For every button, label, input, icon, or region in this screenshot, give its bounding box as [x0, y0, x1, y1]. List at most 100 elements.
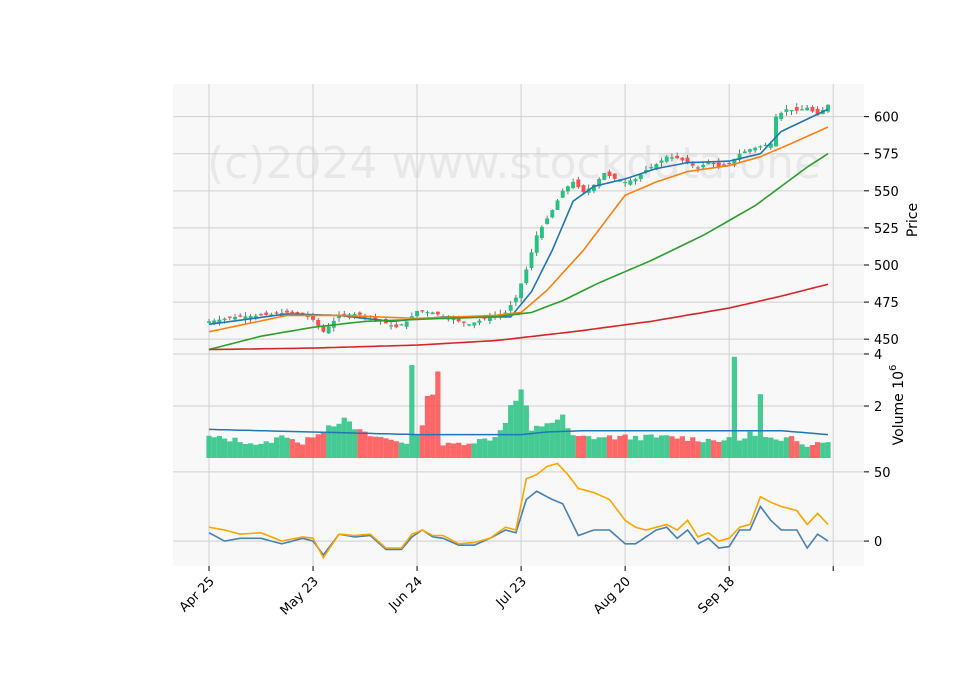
- volume-bar-63: [534, 425, 540, 458]
- candle-body-92: [685, 157, 690, 163]
- volume-bar-9: [253, 444, 259, 458]
- x-tick-label-1: May 23: [278, 574, 322, 618]
- price-tick-label-550: 550: [874, 185, 899, 200]
- candle-body-3: [222, 318, 227, 321]
- candle-body-16: [290, 311, 295, 313]
- volume-bar-71: [575, 436, 581, 458]
- candle-body-81: [628, 180, 633, 185]
- candle-body-53: [482, 317, 487, 319]
- candle-body-13: [274, 312, 279, 314]
- volume-bar-16: [289, 439, 295, 458]
- candle-body-52: [477, 320, 482, 323]
- volume-bar-76: [601, 437, 607, 458]
- candle-body-86: [654, 164, 659, 170]
- volume-bar-85: [648, 434, 654, 458]
- candle-body-98: [716, 162, 721, 168]
- candle-body-9: [253, 315, 258, 318]
- candle-body-97: [711, 162, 716, 165]
- volume-bar-87: [658, 435, 665, 458]
- volume-bar-68: [560, 414, 566, 458]
- candle-body-12: [269, 314, 274, 316]
- volume-bar-40: [414, 434, 420, 458]
- price-panel-marks: [207, 103, 830, 351]
- volume-bar-49: [461, 445, 467, 458]
- volume-bar-36: [393, 441, 399, 458]
- candle-body-18: [300, 312, 305, 314]
- volume-bar-74: [591, 439, 597, 458]
- candle-body-29: [357, 312, 362, 315]
- volume-bar-119: [825, 442, 831, 458]
- volume-bar-60: [518, 389, 524, 458]
- candle-body-99: [722, 164, 726, 166]
- volume-bar-92: [684, 440, 691, 458]
- volume-bar-50: [466, 443, 472, 458]
- volume-bar-81: [627, 439, 633, 458]
- volume-bar-56: [497, 430, 503, 458]
- candle-body-21: [316, 319, 321, 326]
- candle-body-101: [732, 158, 737, 166]
- volume-bar-29: [357, 429, 363, 458]
- volume-bar-67: [554, 419, 561, 458]
- price-axis-label: Price: [905, 203, 921, 237]
- volume-bar-101: [731, 356, 737, 458]
- volume-bar-65: [544, 423, 550, 458]
- volume-bar-8: [248, 443, 254, 458]
- candle-body-79: [617, 180, 622, 182]
- candle-body-89: [669, 157, 674, 159]
- volume-bar-26: [341, 417, 347, 458]
- volume-axis-label-exponent: 6: [888, 365, 899, 371]
- volume-bar-112: [788, 436, 795, 458]
- volume-bar-57: [502, 422, 509, 458]
- price-tick-label-500: 500: [874, 259, 899, 274]
- candle-body-117: [815, 108, 820, 116]
- volume-bar-48: [456, 442, 462, 458]
- volume-bar-23: [326, 425, 332, 458]
- candle-body-87: [659, 160, 664, 163]
- candle-body-37: [399, 324, 404, 326]
- candle-body-35: [389, 325, 394, 327]
- volume-bar-83: [638, 440, 644, 458]
- volume-bar-46: [445, 442, 451, 458]
- candle-body-82: [633, 178, 638, 182]
- volume-bar-70: [570, 435, 576, 458]
- volume-bar-114: [799, 444, 805, 458]
- volume-bar-115: [804, 446, 810, 458]
- candle-body-10: [259, 314, 263, 316]
- candle-body-41: [420, 310, 425, 312]
- volume-bar-20: [310, 437, 316, 458]
- volume-bar-25: [336, 423, 342, 458]
- price-tick-label-525: 525: [874, 222, 899, 237]
- candle-body-22: [321, 326, 326, 332]
- candle-body-84: [643, 170, 648, 173]
- volume-bar-93: [690, 437, 696, 458]
- volume-bar-47: [450, 443, 457, 458]
- volume-bar-86: [653, 437, 659, 458]
- candle-body-112: [789, 109, 794, 112]
- volume-bar-102: [736, 440, 743, 458]
- volume-bar-116: [809, 445, 815, 458]
- oscillator-panel-marks: [208, 462, 829, 560]
- candle-body-85: [649, 167, 654, 169]
- candle-body-1: [212, 320, 217, 323]
- volume-bar-11: [263, 441, 269, 458]
- candle-body-113: [794, 107, 799, 111]
- volume-bar-89: [669, 436, 675, 458]
- volume-bar-31: [367, 436, 373, 458]
- volume-bar-82: [632, 435, 639, 458]
- volume-bar-88: [664, 435, 670, 458]
- volume-bar-28: [352, 429, 358, 458]
- candle-body-62: [529, 252, 534, 268]
- candle-body-108: [768, 143, 773, 148]
- x-tick-label-2: Jun 24: [386, 574, 426, 614]
- volume-bar-90: [674, 438, 680, 458]
- volume-bar-2: [216, 435, 223, 458]
- volume-bar-17: [294, 442, 301, 458]
- volume-tick-label-2: 2: [874, 400, 882, 415]
- x-tick-label-0: Apr 25: [177, 574, 218, 615]
- volume-bar-95: [700, 442, 706, 458]
- volume-bar-41: [419, 425, 425, 458]
- oscillator-tick-label-0: 0: [874, 535, 882, 550]
- candle-body-68: [560, 190, 565, 198]
- candle-body-69: [565, 186, 570, 192]
- candle-body-50: [467, 324, 472, 326]
